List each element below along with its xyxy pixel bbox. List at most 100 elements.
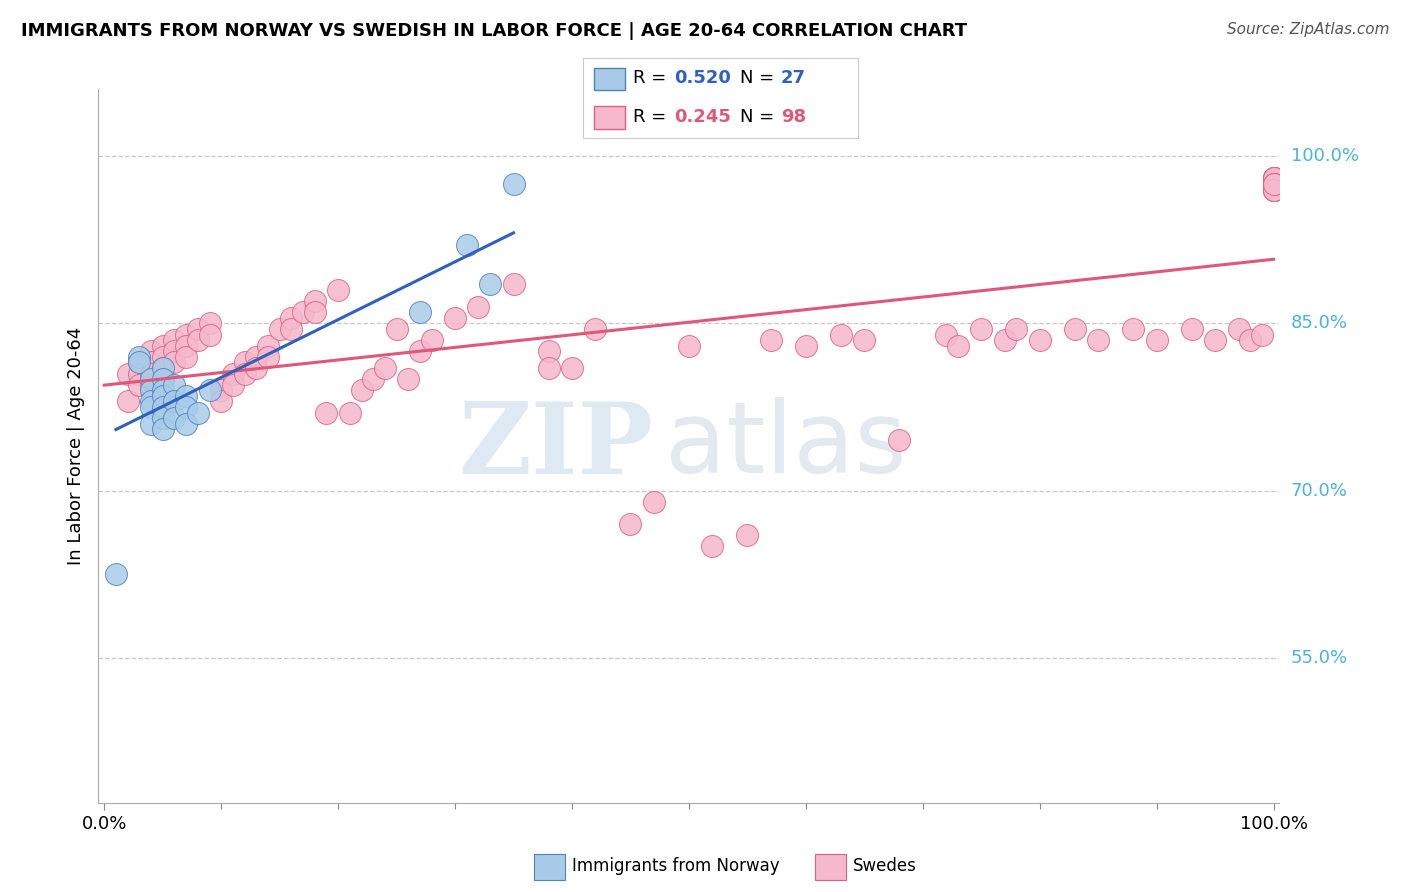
- Point: [174, 350, 197, 364]
- Point: [233, 367, 256, 381]
- Point: [117, 367, 139, 381]
- Point: [174, 327, 197, 342]
- Point: [1263, 177, 1285, 191]
- Point: [152, 361, 174, 376]
- Point: [385, 322, 408, 336]
- Y-axis label: In Labor Force | Age 20-64: In Labor Force | Age 20-64: [66, 326, 84, 566]
- Point: [1251, 327, 1274, 342]
- Point: [409, 305, 432, 319]
- Point: [139, 384, 162, 398]
- Point: [1146, 333, 1168, 347]
- Point: [678, 339, 700, 353]
- Point: [1263, 177, 1285, 191]
- Point: [339, 406, 361, 420]
- Point: [1263, 171, 1285, 186]
- Point: [737, 528, 759, 542]
- Text: ZIP: ZIP: [458, 398, 654, 494]
- Point: [1204, 333, 1226, 347]
- Point: [104, 567, 127, 582]
- Point: [537, 344, 560, 359]
- Text: 55.0%: 55.0%: [1291, 648, 1348, 667]
- Point: [209, 384, 232, 398]
- Point: [479, 277, 502, 292]
- Point: [946, 339, 969, 353]
- Point: [152, 339, 174, 353]
- Point: [163, 333, 186, 347]
- Point: [128, 355, 150, 369]
- Point: [187, 333, 209, 347]
- Point: [117, 394, 139, 409]
- Text: R =: R =: [633, 70, 672, 87]
- Point: [1263, 177, 1285, 191]
- Point: [619, 517, 641, 532]
- Text: N =: N =: [740, 108, 780, 126]
- Point: [1227, 322, 1250, 336]
- Text: 0.520: 0.520: [673, 70, 731, 87]
- Point: [830, 327, 852, 342]
- Point: [350, 384, 373, 398]
- Point: [257, 339, 280, 353]
- Point: [198, 327, 221, 342]
- Point: [152, 384, 174, 398]
- Point: [1263, 183, 1285, 197]
- Point: [187, 322, 209, 336]
- Point: [1005, 322, 1028, 336]
- Point: [139, 377, 162, 392]
- Text: 27: 27: [780, 70, 806, 87]
- Point: [128, 350, 150, 364]
- Point: [1263, 177, 1285, 191]
- Point: [209, 394, 232, 409]
- Point: [1263, 183, 1285, 197]
- Point: [163, 344, 186, 359]
- Point: [198, 384, 221, 398]
- Point: [163, 411, 186, 425]
- Text: N =: N =: [740, 70, 780, 87]
- Point: [304, 294, 326, 309]
- Point: [374, 361, 396, 376]
- Point: [1263, 183, 1285, 197]
- Point: [935, 327, 957, 342]
- Point: [222, 377, 245, 392]
- Point: [396, 372, 419, 386]
- Point: [1263, 171, 1285, 186]
- Point: [994, 333, 1017, 347]
- Point: [702, 539, 724, 553]
- Point: [1263, 171, 1285, 186]
- Point: [152, 422, 174, 436]
- Point: [361, 372, 384, 386]
- Point: [128, 377, 150, 392]
- Point: [1263, 183, 1285, 197]
- Point: [245, 350, 267, 364]
- Point: [163, 377, 186, 392]
- Text: 85.0%: 85.0%: [1291, 314, 1347, 333]
- Point: [139, 400, 162, 414]
- Point: [583, 322, 606, 336]
- Text: IMMIGRANTS FROM NORWAY VS SWEDISH IN LABOR FORCE | AGE 20-64 CORRELATION CHART: IMMIGRANTS FROM NORWAY VS SWEDISH IN LAB…: [21, 22, 967, 40]
- Point: [1263, 177, 1285, 191]
- Point: [502, 277, 524, 292]
- Point: [409, 344, 432, 359]
- Point: [280, 310, 302, 325]
- Point: [139, 367, 162, 381]
- Point: [889, 434, 911, 448]
- Point: [174, 400, 197, 414]
- Bar: [595, 68, 624, 90]
- Point: [643, 495, 665, 509]
- Point: [139, 394, 162, 409]
- Point: [222, 367, 245, 381]
- Point: [152, 372, 174, 386]
- Point: [1122, 322, 1144, 336]
- Text: 98: 98: [780, 108, 806, 126]
- Point: [174, 417, 197, 431]
- Point: [1087, 333, 1109, 347]
- Text: atlas: atlas: [665, 398, 907, 494]
- Point: [152, 389, 174, 403]
- Point: [139, 355, 162, 369]
- Point: [1181, 322, 1204, 336]
- Point: [467, 300, 489, 314]
- Point: [187, 406, 209, 420]
- Point: [163, 355, 186, 369]
- Point: [128, 355, 150, 369]
- Text: R =: R =: [633, 108, 672, 126]
- Point: [257, 350, 280, 364]
